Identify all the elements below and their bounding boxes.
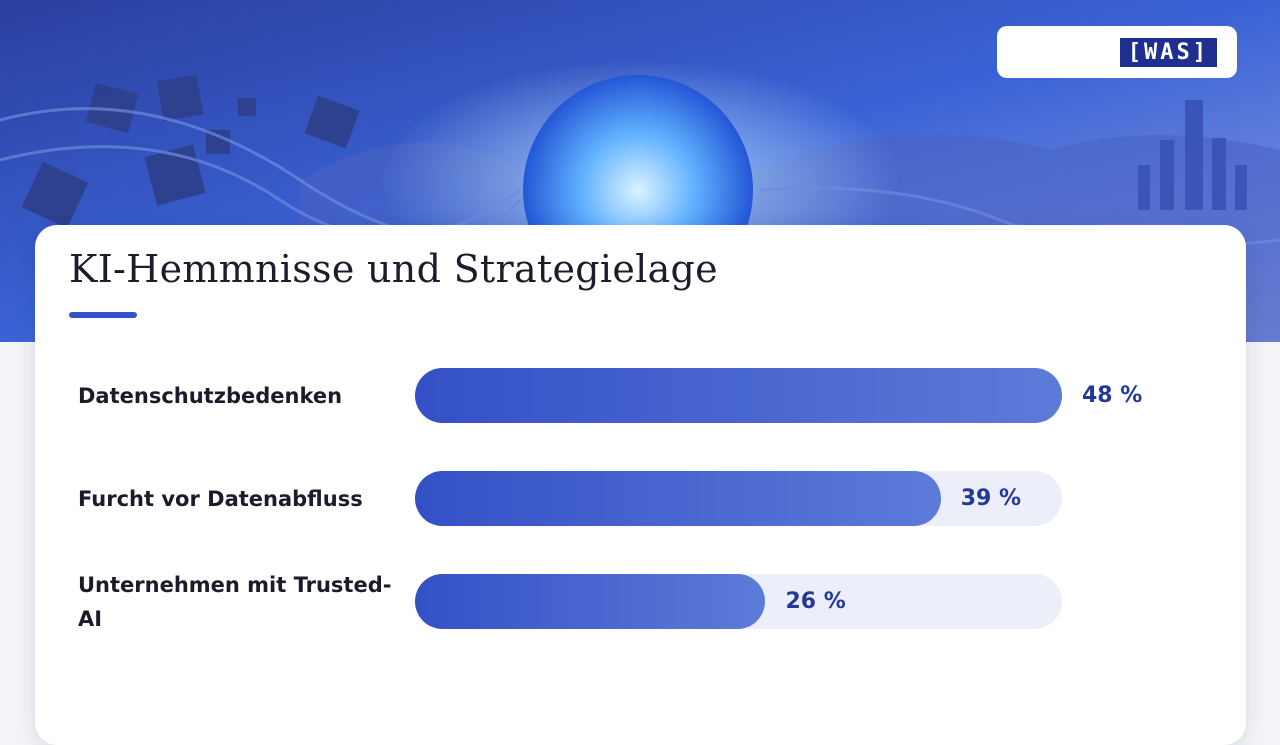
- logo: [WAS]: [997, 26, 1237, 78]
- value-label: 26 %: [785, 589, 846, 614]
- bar: [415, 574, 766, 629]
- category-label: Datenschutzbedenken: [78, 383, 343, 408]
- category-label: Unternehmen mit Trusted-AI: [78, 572, 392, 631]
- bar-track: 26 %: [415, 574, 1062, 629]
- bar: [415, 471, 941, 526]
- logo-text: [WAS]: [1119, 37, 1217, 67]
- chart-card: KI-Hemmnisse und Strategielage Datenschu…: [35, 225, 1246, 745]
- bar-track: 39 %: [415, 471, 1062, 526]
- title-underline: [69, 312, 137, 318]
- value-label: 39 %: [960, 486, 1022, 511]
- category-label: Furcht vor Datenabfluss: [78, 486, 363, 511]
- chart-title: KI-Hemmnisse und Strategielage: [69, 247, 718, 291]
- bar: [415, 368, 1062, 423]
- bar-track: 48 %: [415, 368, 1142, 423]
- value-label: 48 %: [1082, 383, 1143, 408]
